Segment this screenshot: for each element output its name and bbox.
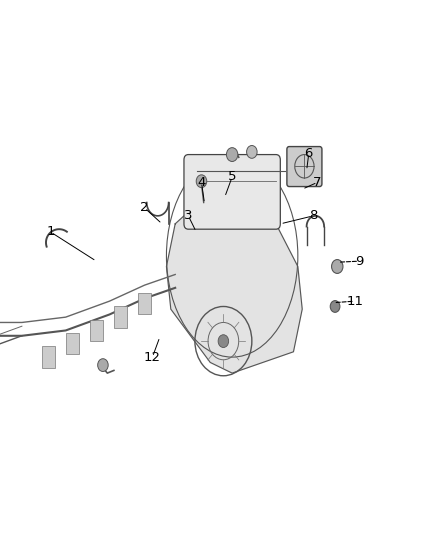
Bar — [138, 293, 151, 314]
Polygon shape — [166, 192, 302, 373]
Text: 6: 6 — [304, 147, 313, 160]
Text: 9: 9 — [355, 255, 364, 268]
Text: 8: 8 — [309, 209, 318, 222]
Circle shape — [196, 175, 207, 188]
Bar — [66, 333, 79, 354]
Text: 4: 4 — [197, 176, 206, 189]
Circle shape — [247, 146, 257, 158]
Text: 12: 12 — [144, 351, 161, 364]
Text: 2: 2 — [140, 201, 149, 214]
FancyBboxPatch shape — [184, 155, 280, 229]
Circle shape — [218, 335, 229, 348]
Bar — [114, 306, 127, 328]
Circle shape — [98, 359, 108, 372]
Text: 5: 5 — [228, 171, 237, 183]
Circle shape — [330, 301, 340, 312]
Text: 7: 7 — [313, 176, 322, 189]
FancyBboxPatch shape — [287, 147, 322, 187]
Bar — [90, 320, 103, 341]
Text: 1: 1 — [46, 225, 55, 238]
Text: 3: 3 — [184, 209, 193, 222]
Text: 11: 11 — [346, 295, 363, 308]
Circle shape — [226, 148, 238, 161]
Bar — [42, 346, 55, 368]
Circle shape — [332, 260, 343, 273]
